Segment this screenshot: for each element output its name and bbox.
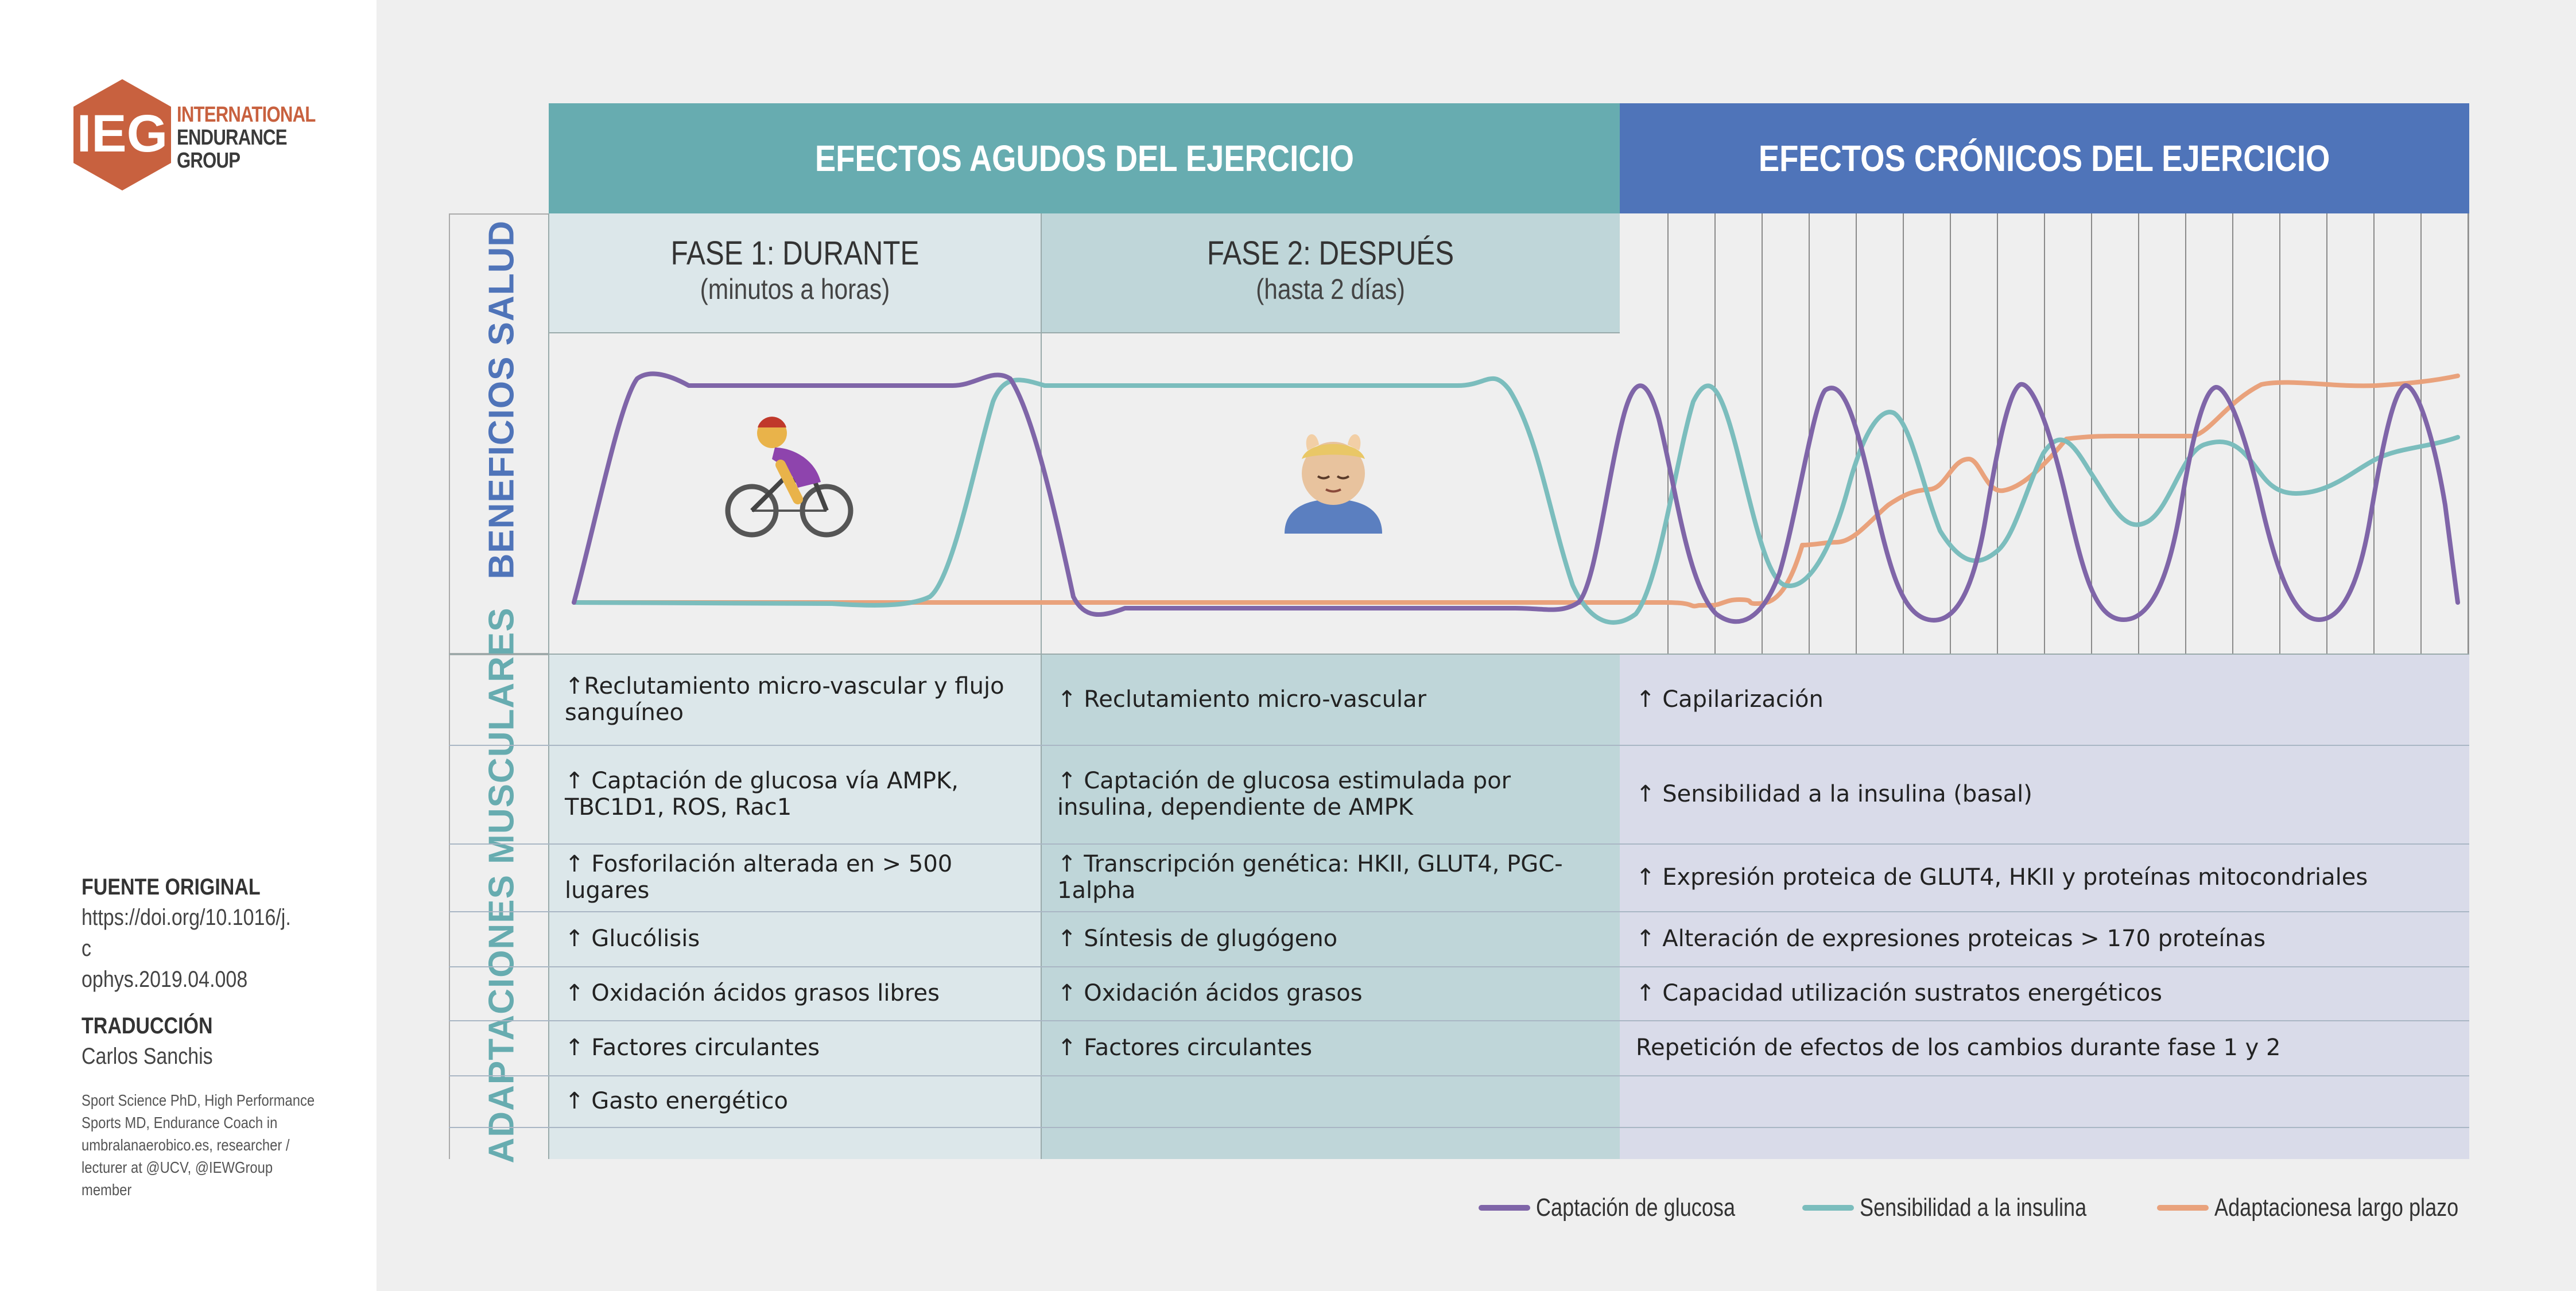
legend-swatch	[2157, 1205, 2209, 1211]
row-divider	[449, 1127, 2469, 1128]
fase2-cell: ↑ Reclutamiento micro-vascular	[1057, 686, 1427, 713]
chronic-grid	[1667, 213, 2469, 654]
fase1-cell: ↑ Gasto energético	[565, 1088, 789, 1114]
row-divider	[449, 1020, 2469, 1021]
legend-insulin: Sensibilidad a la insulina	[1802, 1193, 2136, 1222]
fase2-cell: ↑ Factores circulantes	[1057, 1035, 1313, 1061]
fase2-cell	[1057, 1075, 1604, 1127]
cronicos-cell: ↑ Alteración de expresiones proteicas > …	[1636, 926, 2266, 952]
row-divider	[449, 745, 2469, 746]
fase1-cell: ↑ Oxidación ácidos grasos libres	[565, 980, 940, 1006]
relax-icon	[1285, 434, 1382, 534]
long-term-adaptation-line	[572, 374, 2460, 609]
glucose-uptake-line	[572, 371, 2460, 624]
source-url-1[interactable]: https://doi.org/10.1016/j.c	[82, 905, 291, 961]
cronicos-cell	[1636, 1075, 2453, 1127]
fase1-cell: ↑Reclutamiento micro-vascular y flujo sa…	[565, 673, 1004, 726]
translation-heading: TRADUCCIÓN	[82, 1013, 213, 1039]
cronicos-cell: ↑ Sensibilidad a la insulina (basal)	[1636, 781, 2032, 807]
row-divider	[449, 1075, 2469, 1076]
translator-bio: Sport Science PhD, High Performance Spor…	[82, 1091, 315, 1199]
legend-swatch	[1479, 1205, 1530, 1211]
fase1-subtitle: (minutos a horas)	[700, 273, 890, 305]
insulin-sensitivity-line-acute	[572, 376, 2460, 625]
source-heading: FUENTE ORIGINAL	[82, 874, 261, 900]
chronic-column	[1620, 654, 2469, 1159]
fase1-header: FASE 1: DURANTE (minutos a horas)	[549, 213, 1041, 333]
translator-name: Carlos Sanchis	[82, 1044, 213, 1069]
fase1-cell: ↑ Factores circulantes	[565, 1035, 820, 1061]
fase2-cell: ↑ Oxidación ácidos grasos	[1057, 980, 1363, 1006]
fase2-header: FASE 2: DESPUÉS (hasta 2 días)	[1041, 213, 1620, 333]
ieg-logo: IEG	[73, 79, 171, 190]
cyclist-icon	[725, 417, 854, 538]
fase2-subtitle: (hasta 2 días)	[1256, 273, 1405, 305]
cronicos-cell: ↑ Expresión proteica de GLUT4, HKII y pr…	[1636, 864, 2368, 891]
cronicos-cell: Repetición de efectos de los cambios dur…	[1636, 1035, 2281, 1061]
logo-wordmark: INTERNATIONAL ENDURANCE GROUP	[177, 103, 316, 173]
source-block: FUENTE ORIGINAL https://doi.org/10.1016/…	[82, 872, 334, 1201]
fase1-cell: ↑ Captación de glucosa vía AMPK, TBC1D1,…	[565, 768, 959, 821]
fase2-cell: ↑ Transcripción genética: HKII, GLUT4, P…	[1057, 851, 1563, 904]
fase1-cell: ↑ Glucólisis	[565, 926, 700, 952]
legend-swatch	[1802, 1205, 1854, 1211]
source-url-2[interactable]: ophys.2019.04.008	[82, 967, 248, 992]
sidebar: IEG INTERNATIONAL ENDURANCE GROUP FUENTE…	[0, 0, 377, 1291]
fase2-title: FASE 2: DESPUÉS	[1206, 235, 1454, 272]
row-divider	[449, 966, 2469, 967]
legend-glucose: Captación de glucosa	[1479, 1193, 1779, 1222]
row-divider	[449, 843, 2469, 845]
logo-letters: IEG	[77, 104, 168, 163]
header-acute: EFECTOS AGUDOS DEL EJERCICIO	[549, 103, 1620, 213]
fase2-cell: ↑ Captación de glucosa estimulada por in…	[1057, 768, 1511, 821]
legend-long-term: Adaptacionesa largo plazo	[2157, 1193, 2512, 1222]
row-divider	[449, 911, 2469, 912]
cronicos-cell: ↑ Capilarización	[1636, 686, 1824, 713]
fase1-title: FASE 1: DURANTE	[670, 235, 920, 272]
fase2-cell: ↑ Síntesis de glugógeno	[1057, 926, 1338, 952]
header-chronic: EFECTOS CRÓNICOS DEL EJERCICIO	[1620, 103, 2469, 213]
cronicos-cell: ↑ Capacidad utilización sustratos energé…	[1636, 980, 2163, 1006]
fase1-cell: ↑ Fosforilación alterada en > 500 lugare…	[565, 851, 953, 904]
